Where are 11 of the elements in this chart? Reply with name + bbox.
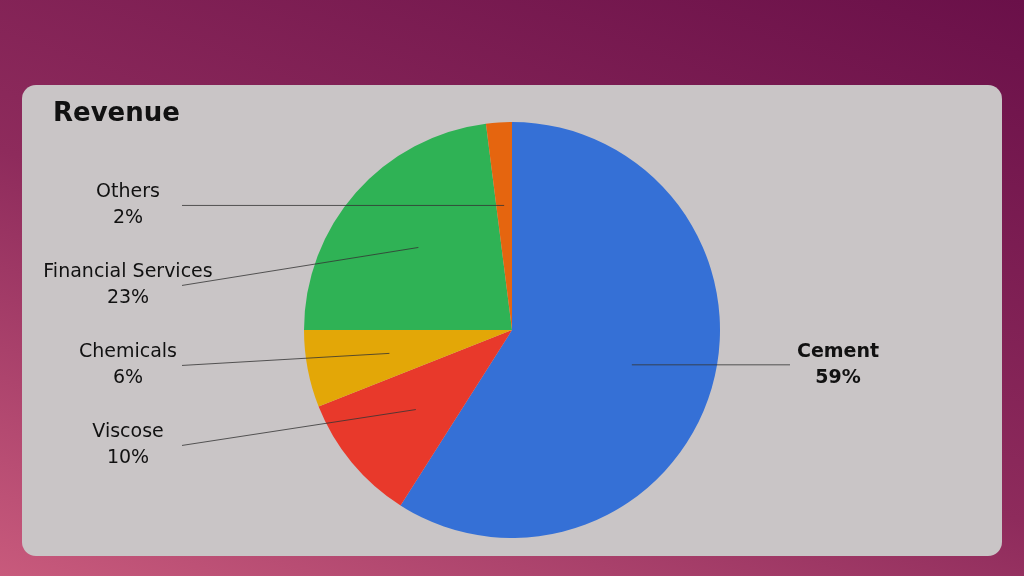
data-label: 2% [112, 205, 144, 228]
data-label: 6% [112, 365, 144, 388]
slice-label: Cement [796, 338, 880, 361]
slice-label: Viscose [92, 419, 164, 442]
slice-label: Others [96, 179, 160, 202]
data-label: 10% [106, 445, 150, 468]
data-label: 59% [815, 364, 861, 387]
data-label: 23% [106, 285, 150, 308]
slice-label: Chemicals [78, 339, 178, 362]
chart-title: Revenue [53, 97, 180, 127]
slice-label: Financial Services [43, 259, 213, 282]
